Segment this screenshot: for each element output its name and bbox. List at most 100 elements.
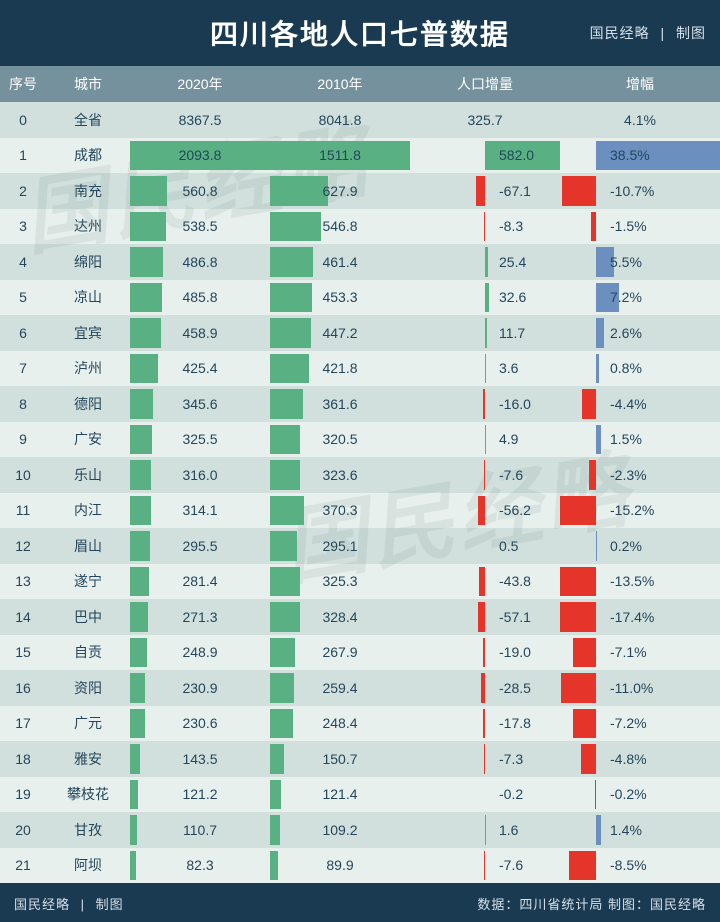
cell-pct: -4.4% xyxy=(560,386,720,422)
table-row: 16资阳230.9259.4-28.5-11.0% xyxy=(0,670,720,706)
cell-diff: -19.0 xyxy=(410,635,560,671)
cell-pct: 4.1% xyxy=(560,102,720,138)
value-diff: 325.7 xyxy=(410,112,560,128)
bar-pct xyxy=(560,496,596,526)
value-2010: 361.6 xyxy=(270,396,410,412)
value-diff: 582.0 xyxy=(485,147,534,163)
cell-city: 宜宾 xyxy=(46,315,130,351)
cell-pct: -1.5% xyxy=(560,209,720,245)
table-row: 1成都2093.81511.8582.038.5% xyxy=(0,138,720,174)
cell-pct: 5.5% xyxy=(560,244,720,280)
cell-diff: 25.4 xyxy=(410,244,560,280)
col-header-2020: 2020年 xyxy=(130,74,270,94)
cell-city: 成都 xyxy=(46,138,130,174)
cell-city: 德阳 xyxy=(46,386,130,422)
value-diff: 32.6 xyxy=(485,289,526,305)
bar-pct xyxy=(560,567,596,597)
chart-header-credit: 国民经略 | 制图 xyxy=(590,23,706,43)
footer-datasource: 数据：四川省统计局 制图：国民经略 xyxy=(477,894,706,913)
table-row: 10乐山316.0323.6-7.6-2.3% xyxy=(0,457,720,493)
value-diff: -8.3 xyxy=(485,218,523,234)
cell-2020: 230.6 xyxy=(130,706,270,742)
cell-diff: 32.6 xyxy=(410,280,560,316)
cell-city: 全省 xyxy=(46,102,130,138)
value-diff: 4.9 xyxy=(485,431,518,447)
cell-city: 内江 xyxy=(46,493,130,529)
cell-diff: -28.5 xyxy=(410,670,560,706)
value-2020: 314.1 xyxy=(130,502,270,518)
col-header-2010: 2010年 xyxy=(270,74,410,94)
cell-2010: 323.6 xyxy=(270,457,410,493)
cell-index: 5 xyxy=(0,280,46,316)
cell-2020: 143.5 xyxy=(130,741,270,777)
value-pct: -0.2% xyxy=(596,786,647,802)
table-row: 7泸州425.4421.83.60.8% xyxy=(0,351,720,387)
value-2010: 421.8 xyxy=(270,360,410,376)
bar-pct xyxy=(573,709,596,739)
cell-city: 绵阳 xyxy=(46,244,130,280)
cell-pct: -8.5% xyxy=(560,848,720,884)
cell-2020: 110.7 xyxy=(130,812,270,848)
table-row: 2南充560.8627.9-67.1-10.7% xyxy=(0,173,720,209)
value-2020: 230.6 xyxy=(130,715,270,731)
cell-2020: 425.4 xyxy=(130,351,270,387)
cell-2020: 121.2 xyxy=(130,777,270,813)
value-diff: -43.8 xyxy=(485,573,531,589)
col-header-pct: 增幅 xyxy=(560,74,720,94)
cell-2010: 8041.8 xyxy=(270,102,410,138)
cell-index: 9 xyxy=(0,422,46,458)
cell-2010: 421.8 xyxy=(270,351,410,387)
value-2010: 328.4 xyxy=(270,609,410,625)
cell-2010: 259.4 xyxy=(270,670,410,706)
table-row: 4绵阳486.8461.425.45.5% xyxy=(0,244,720,280)
value-pct: -11.0% xyxy=(596,680,653,696)
cell-city: 巴中 xyxy=(46,599,130,635)
value-diff: -7.6 xyxy=(485,467,523,483)
value-2010: 295.1 xyxy=(270,538,410,554)
separator-icon: | xyxy=(81,897,85,912)
bar-diff xyxy=(478,602,485,632)
table-row: 3达州538.5546.8-8.3-1.5% xyxy=(0,209,720,245)
cell-index: 14 xyxy=(0,599,46,635)
value-2020: 325.5 xyxy=(130,431,270,447)
table-row: 13遂宁281.4325.3-43.8-13.5% xyxy=(0,564,720,600)
cell-index: 21 xyxy=(0,848,46,884)
cell-pct: -13.5% xyxy=(560,564,720,600)
bar-diff xyxy=(476,176,485,206)
bar-pct xyxy=(560,602,596,632)
cell-2010: 325.3 xyxy=(270,564,410,600)
table-row: 8德阳345.6361.6-16.0-4.4% xyxy=(0,386,720,422)
cell-2020: 271.3 xyxy=(130,599,270,635)
cell-2010: 370.3 xyxy=(270,493,410,529)
cell-city: 甘孜 xyxy=(46,812,130,848)
cell-diff: 11.7 xyxy=(410,315,560,351)
cell-pct: 0.2% xyxy=(560,528,720,564)
cell-2010: 121.4 xyxy=(270,777,410,813)
bar-diff xyxy=(478,496,485,526)
value-diff: -56.2 xyxy=(485,502,531,518)
value-2010: 370.3 xyxy=(270,502,410,518)
cell-2020: 486.8 xyxy=(130,244,270,280)
cell-2020: 325.5 xyxy=(130,422,270,458)
cell-city: 南充 xyxy=(46,173,130,209)
value-2020: 8367.5 xyxy=(130,112,270,128)
credit-source: 国民经略 xyxy=(590,25,650,41)
value-pct: -1.5% xyxy=(596,218,647,234)
cell-2010: 295.1 xyxy=(270,528,410,564)
col-header-city: 城市 xyxy=(46,74,130,94)
cell-pct: 0.8% xyxy=(560,351,720,387)
value-2010: 323.6 xyxy=(270,467,410,483)
value-2020: 538.5 xyxy=(130,218,270,234)
bar-pct xyxy=(573,638,596,668)
value-pct: 1.4% xyxy=(596,822,642,838)
cell-diff: 0.5 xyxy=(410,528,560,564)
value-diff: 3.6 xyxy=(485,360,518,376)
cell-index: 3 xyxy=(0,209,46,245)
cell-2010: 546.8 xyxy=(270,209,410,245)
table-row: 0全省8367.58041.8325.74.1% xyxy=(0,102,720,138)
cell-city: 雅安 xyxy=(46,741,130,777)
table-row: 14巴中271.3328.4-57.1-17.4% xyxy=(0,599,720,635)
cell-city: 攀枝花 xyxy=(46,777,130,813)
cell-2020: 82.3 xyxy=(130,848,270,884)
table-row: 18雅安143.5150.7-7.3-4.8% xyxy=(0,741,720,777)
